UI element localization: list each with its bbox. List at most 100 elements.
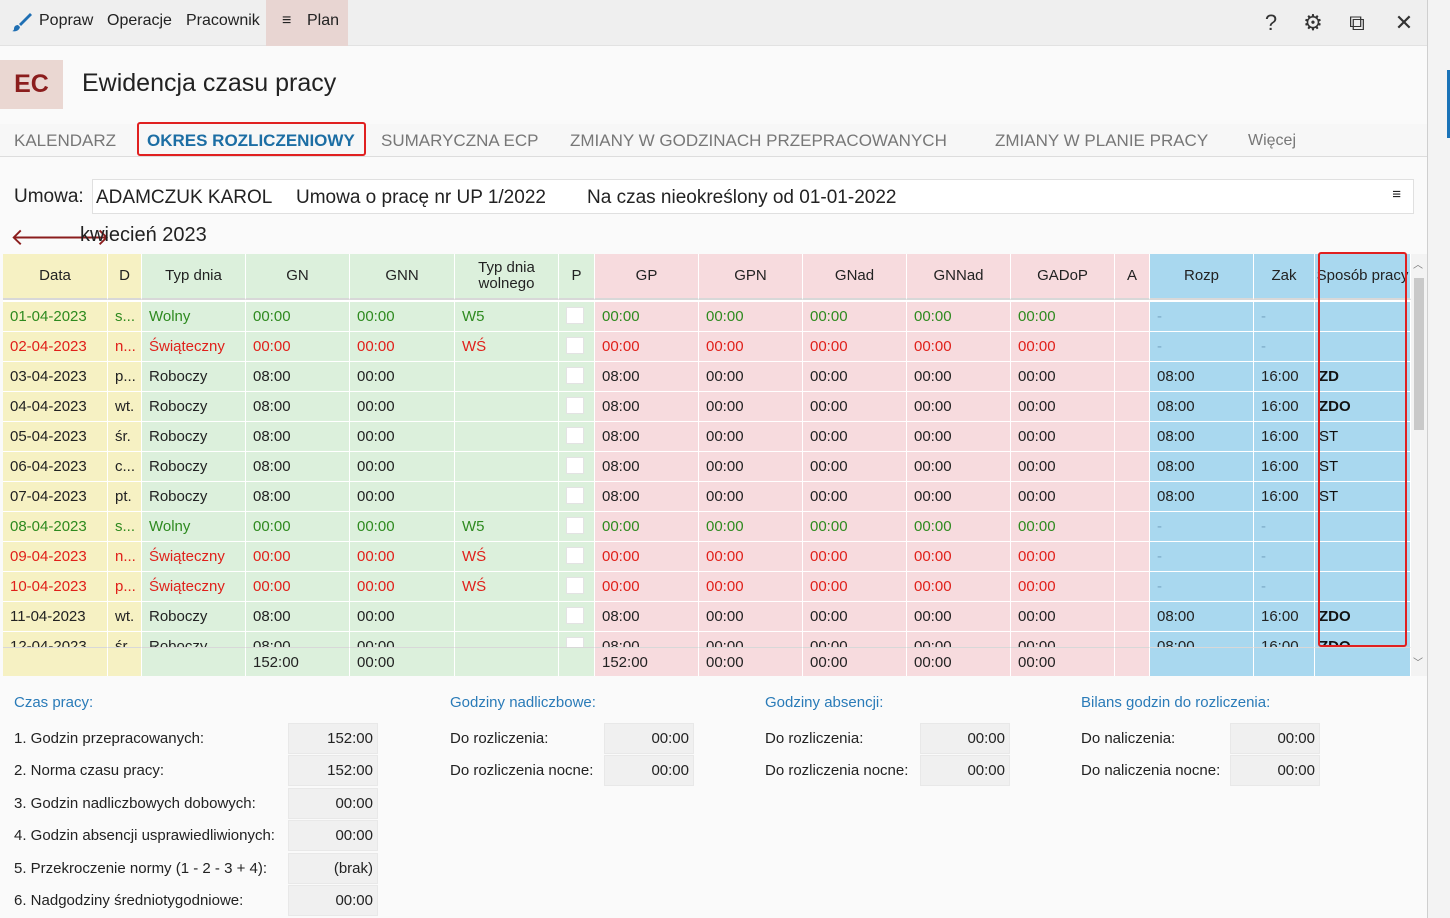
cell-date[interactable]: 02-04-2023	[3, 332, 108, 362]
cell-gpn[interactable]: 00:00	[699, 332, 803, 362]
cell-p[interactable]	[559, 422, 595, 452]
cell-sp[interactable]	[1315, 542, 1411, 572]
header-zak[interactable]: Zak	[1254, 254, 1315, 300]
cell-gn[interactable]: 00:00	[246, 542, 350, 572]
cell-zak[interactable]: 16:00	[1254, 392, 1315, 422]
cell-gadop[interactable]: 00:00	[1011, 632, 1115, 647]
menu-pracownik[interactable]: Pracownik	[186, 12, 260, 29]
cell-gp[interactable]: 00:00	[595, 542, 699, 572]
cell-zak[interactable]: 16:00	[1254, 482, 1315, 512]
cell-gpn[interactable]: 00:00	[699, 602, 803, 632]
cell-gp[interactable]: 08:00	[595, 632, 699, 647]
header-p[interactable]: P	[559, 254, 595, 300]
cell-d[interactable]: p...	[108, 572, 142, 602]
checkbox[interactable]	[566, 397, 584, 414]
cell-sp[interactable]: ZD	[1315, 362, 1411, 392]
table-row[interactable]: 01-04-2023 s... Wolny 00:00 00:00 W5 00:00 00:0…	[3, 302, 1411, 332]
cell-d[interactable]: n...	[108, 542, 142, 572]
cell-date[interactable]: 06-04-2023	[3, 452, 108, 482]
cell-gnad[interactable]: 00:00	[803, 602, 907, 632]
cell-d[interactable]: śr.	[108, 422, 142, 452]
cell-zak[interactable]: -	[1254, 302, 1315, 332]
cell-gnn[interactable]: 00:00	[350, 542, 455, 572]
cell-zak[interactable]: 16:00	[1254, 362, 1315, 392]
contract-menu-icon[interactable]: ≡	[1392, 186, 1401, 203]
cell-gpn[interactable]: 00:00	[699, 362, 803, 392]
cell-gnn[interactable]: 00:00	[350, 602, 455, 632]
cell-sp[interactable]: ST	[1315, 482, 1411, 512]
cell-d[interactable]: s...	[108, 302, 142, 332]
header-d[interactable]: D	[108, 254, 142, 300]
cell-gp[interactable]: 00:00	[595, 512, 699, 542]
cell-date[interactable]: 01-04-2023	[3, 302, 108, 332]
cell-gn[interactable]: 08:00	[246, 422, 350, 452]
cell-gn[interactable]: 00:00	[246, 512, 350, 542]
cell-gnnad[interactable]: 00:00	[907, 482, 1011, 512]
cell-a[interactable]	[1115, 542, 1150, 572]
cell-gadop[interactable]: 00:00	[1011, 392, 1115, 422]
tab-zmiany-w-planie[interactable]: ZMIANY W PLANIE PRACY	[995, 131, 1209, 150]
cell-gn[interactable]: 08:00	[246, 392, 350, 422]
cell-gnnad[interactable]: 00:00	[907, 302, 1011, 332]
table-row[interactable]: 09-04-2023 n... Świąteczny 00:00 00:00 WŚ 00:0…	[3, 542, 1411, 572]
header-typ[interactable]: Typ dnia	[142, 254, 246, 300]
cell-zak[interactable]: -	[1254, 332, 1315, 362]
cell-tdw[interactable]: WŚ	[455, 332, 559, 362]
cell-gn[interactable]: 08:00	[246, 632, 350, 647]
cell-a[interactable]	[1115, 362, 1150, 392]
cell-typ[interactable]: Roboczy	[142, 362, 246, 392]
header-rozp[interactable]: Rozp	[1150, 254, 1254, 300]
cell-gn[interactable]: 08:00	[246, 602, 350, 632]
cell-gnn[interactable]: 00:00	[350, 512, 455, 542]
cell-gpn[interactable]: 00:00	[699, 302, 803, 332]
cell-gnnad[interactable]: 00:00	[907, 452, 1011, 482]
cell-zak[interactable]: -	[1254, 512, 1315, 542]
cell-d[interactable]: n...	[108, 332, 142, 362]
cell-gnn[interactable]: 00:00	[350, 422, 455, 452]
cell-d[interactable]: wt.	[108, 392, 142, 422]
table-scrollbar[interactable]: ︿ ﹀	[1411, 254, 1427, 676]
cell-sp[interactable]	[1315, 572, 1411, 602]
cell-a[interactable]	[1115, 302, 1150, 332]
cell-tdw[interactable]: WŚ	[455, 572, 559, 602]
checkbox[interactable]	[566, 337, 584, 354]
cell-gnn[interactable]: 00:00	[350, 632, 455, 647]
cell-tdw[interactable]	[455, 482, 559, 512]
cell-typ[interactable]: Roboczy	[142, 392, 246, 422]
header-gp[interactable]: GP	[595, 254, 699, 300]
cell-typ[interactable]: Roboczy	[142, 632, 246, 647]
cell-gpn[interactable]: 00:00	[699, 392, 803, 422]
table-row[interactable]: 08-04-2023 s... Wolny 00:00 00:00 W5 00:00 00:0…	[3, 512, 1411, 542]
cell-rozp[interactable]: 08:00	[1150, 392, 1254, 422]
cell-tdw[interactable]	[455, 422, 559, 452]
cell-gpn[interactable]: 00:00	[699, 632, 803, 647]
cell-gn[interactable]: 00:00	[246, 302, 350, 332]
tab-okres-rozliczeniowy[interactable]: OKRES ROZLICZENIOWY	[147, 131, 355, 150]
cell-d[interactable]: pt.	[108, 482, 142, 512]
cell-gnad[interactable]: 00:00	[803, 512, 907, 542]
tab-sumaryczna-ecp[interactable]: SUMARYCZNA ECP	[381, 131, 539, 150]
cell-rozp[interactable]: -	[1150, 542, 1254, 572]
checkbox[interactable]	[566, 427, 584, 444]
cell-p[interactable]	[559, 632, 595, 647]
cell-gn[interactable]: 08:00	[246, 362, 350, 392]
cell-sp[interactable]: ST	[1315, 452, 1411, 482]
cell-d[interactable]: wt.	[108, 602, 142, 632]
cell-sp[interactable]: ZDO	[1315, 632, 1411, 647]
cell-gnnad[interactable]: 00:00	[907, 542, 1011, 572]
cell-p[interactable]	[559, 302, 595, 332]
cell-gp[interactable]: 00:00	[595, 302, 699, 332]
cell-gp[interactable]: 08:00	[595, 602, 699, 632]
cell-rozp[interactable]: -	[1150, 332, 1254, 362]
help-icon[interactable]: ?	[1264, 10, 1278, 35]
cell-typ[interactable]: Świąteczny	[142, 542, 246, 572]
cell-gn[interactable]: 08:00	[246, 452, 350, 482]
cell-tdw[interactable]	[455, 452, 559, 482]
cell-p[interactable]	[559, 332, 595, 362]
cell-date[interactable]: 09-04-2023	[3, 542, 108, 572]
cell-gadop[interactable]: 00:00	[1011, 512, 1115, 542]
header-tdw[interactable]: Typ dnia wolnego	[455, 254, 559, 300]
cell-gp[interactable]: 08:00	[595, 452, 699, 482]
cell-typ[interactable]: Wolny	[142, 302, 246, 332]
cell-tdw[interactable]: W5	[455, 512, 559, 542]
